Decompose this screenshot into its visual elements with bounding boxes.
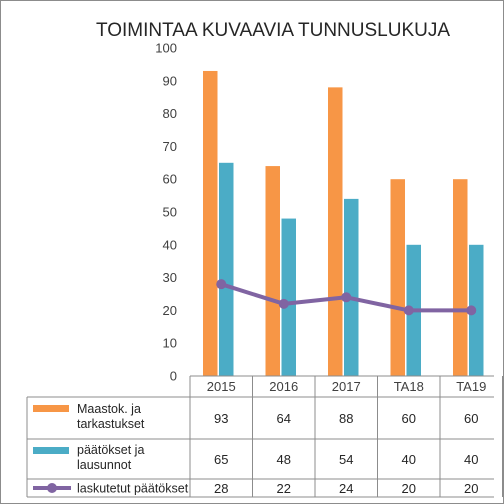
legend-label-series0: tarkastukset <box>77 417 145 431</box>
y-tick-label: 40 <box>163 237 177 252</box>
table-cell-value: 60 <box>464 411 478 426</box>
line-point-4 <box>466 305 477 316</box>
legend-key-series0 <box>33 405 69 412</box>
x-tick-label: TA18 <box>394 379 424 394</box>
legend-key-marker-series2 <box>47 483 57 493</box>
y-tick-label: 20 <box>163 303 177 318</box>
y-tick-label: 0 <box>170 369 177 384</box>
x-tick-label: 2015 <box>207 379 236 394</box>
y-tick-label: 100 <box>155 41 177 56</box>
y-tick-label: 60 <box>163 172 177 187</box>
y-tick-label: 90 <box>163 73 177 88</box>
x-tick-label: TA19 <box>456 379 486 394</box>
bar-series0-4 <box>453 179 468 376</box>
x-tick-label: 2016 <box>269 379 298 394</box>
legend-key-series1 <box>33 447 69 454</box>
legend-label-series1: päätökset ja <box>77 443 144 457</box>
table-cell-value: 48 <box>277 452 291 467</box>
y-tick-label: 30 <box>163 270 177 285</box>
table-cell-value: 28 <box>214 481 228 496</box>
y-tick-label: 10 <box>163 336 177 351</box>
table-cell-value: 65 <box>214 452 228 467</box>
bar-series1-0 <box>219 162 234 376</box>
table-cell-value: 93 <box>214 411 228 426</box>
table-cell-value: 88 <box>339 411 353 426</box>
y-tick-label: 80 <box>163 106 177 121</box>
bars <box>203 70 484 377</box>
bar-series0-1 <box>265 166 280 376</box>
line-point-2 <box>341 292 352 303</box>
table-cell-value: 24 <box>339 481 353 496</box>
y-tick-label: 50 <box>163 205 177 220</box>
bar-series1-1 <box>281 218 296 376</box>
line-series <box>216 279 477 316</box>
line-point-0 <box>216 279 227 290</box>
bar-series1-2 <box>344 198 359 376</box>
y-tick-label: 70 <box>163 139 177 154</box>
table-cell-value: 20 <box>402 481 416 496</box>
line-point-3 <box>403 305 414 316</box>
table-cell-value: 20 <box>464 481 478 496</box>
chart-title: TOIMINTAA KUVAAVIA TUNNUSLUKUJA <box>96 20 450 41</box>
bar-series0-2 <box>328 87 343 377</box>
y-axis: 0 10 20 30 40 50 60 70 80 90 100 <box>155 41 177 384</box>
table-cell-value: 22 <box>277 481 291 496</box>
bar-series0-0 <box>203 70 218 377</box>
table-cell-value: 54 <box>339 452 353 467</box>
legend-label-series1: lausunnot <box>77 458 132 472</box>
legend-label-series0: Maastok. ja <box>77 402 141 416</box>
data-table: 2015 2016 2017 TA18 TA19 Maastok. jatarkastuk… <box>26 375 503 498</box>
legend-label-series2: laskutetut päätökset <box>77 482 189 496</box>
table-cell-value: 60 <box>402 411 416 426</box>
x-tick-label: 2017 <box>332 379 361 394</box>
line-point-1 <box>278 298 289 309</box>
table-cell-value: 40 <box>402 452 416 467</box>
table-cell-value: 40 <box>464 452 478 467</box>
table-cell-value: 64 <box>277 411 291 426</box>
bar-series0-3 <box>390 179 405 376</box>
